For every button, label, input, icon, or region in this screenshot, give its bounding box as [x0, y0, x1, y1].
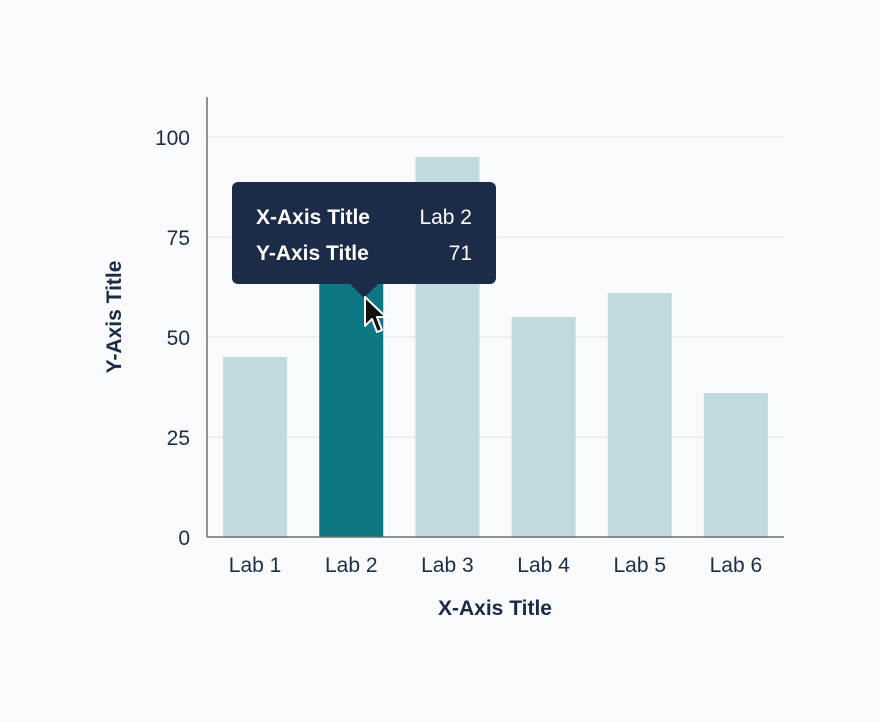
tooltip-row-x: X-Axis Title Lab 2	[256, 200, 472, 236]
pointer-arrow-icon	[364, 296, 387, 333]
bar-lab-1[interactable]	[223, 357, 288, 537]
bar-lab-2[interactable]	[319, 253, 384, 537]
x-tick-label: Lab 4	[517, 554, 570, 577]
tooltip-x-value: Lab 2	[419, 206, 472, 229]
x-tick-label: Lab 3	[421, 554, 474, 577]
x-tick-label: Lab 1	[229, 554, 282, 577]
tooltip-x-key: X-Axis Title	[256, 206, 370, 229]
y-tick-label: 75	[167, 227, 190, 250]
bar-lab-4[interactable]	[511, 317, 576, 537]
bar-lab-5[interactable]	[607, 293, 672, 537]
tooltip-row-y: Y-Axis Title 71	[256, 236, 472, 272]
y-tick-label: 0	[178, 527, 190, 550]
bar-tooltip: X-Axis Title Lab 2 Y-Axis Title 71	[232, 182, 496, 298]
bar-lab-6[interactable]	[703, 393, 768, 537]
x-axis-title: X-Axis Title	[438, 597, 552, 620]
y-tick-label: 25	[167, 427, 190, 450]
tooltip-y-value: 71	[448, 242, 472, 265]
axes	[206, 97, 784, 538]
y-axis-title: Y-Axis Title	[103, 261, 126, 374]
x-tick-label: Lab 5	[613, 554, 666, 577]
tooltip-y-key: Y-Axis Title	[256, 242, 369, 265]
x-tick-label: Lab 2	[325, 554, 378, 577]
y-tick-label: 50	[167, 327, 190, 350]
y-tick-label: 100	[155, 127, 190, 150]
tick-labels: 0 25 50 75 100 Lab 1 Lab 2 Lab 3 Lab 4 Lab 5 Lab 6	[155, 127, 762, 577]
x-tick-label: Lab 6	[710, 554, 763, 577]
